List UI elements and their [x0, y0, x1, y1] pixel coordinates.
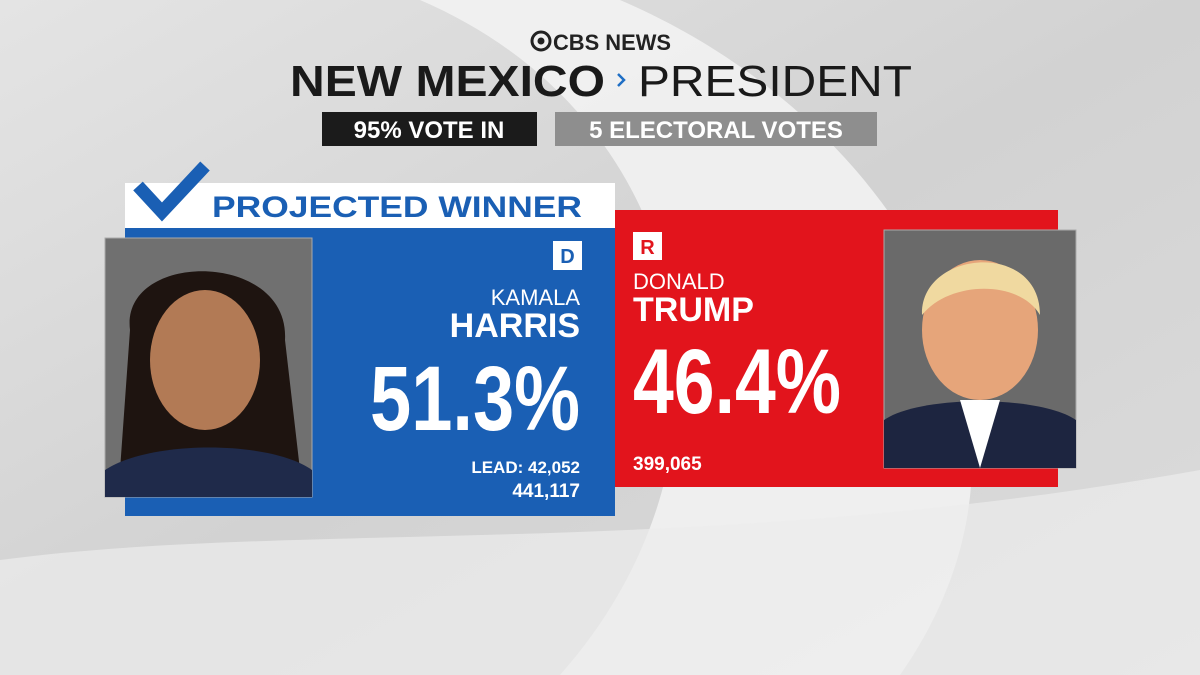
- party: R: [640, 237, 655, 259]
- harris-photo: [104, 237, 313, 498]
- reporting: 95% VOTE IN: [354, 117, 505, 144]
- party-badge: [633, 232, 662, 260]
- electoral-pill: [555, 112, 877, 146]
- last-name: HARRIS: [450, 307, 580, 345]
- votes: 399,065: [633, 454, 702, 475]
- last-name: TRUMP: [633, 291, 754, 329]
- lead: LEAD: 42,052: [471, 458, 580, 477]
- chevron: [617, 73, 626, 87]
- percent: 51.3%: [370, 348, 580, 450]
- party-badge: [553, 241, 582, 270]
- logo-eye: [530, 30, 552, 52]
- logo-eye: [537, 37, 545, 45]
- first-name: DONALD: [633, 269, 725, 294]
- percent: 46.4%: [633, 331, 841, 433]
- reporting-pill: [322, 112, 537, 146]
- race: PRESIDENT: [638, 57, 912, 106]
- electoral-votes: 5 ELECTORAL VOTES: [589, 117, 843, 144]
- votes: 441,117: [512, 481, 580, 502]
- checkmark: [133, 161, 210, 222]
- winner-banner: [125, 183, 615, 228]
- status: PROJECTED WINNER: [212, 191, 582, 224]
- first-name: KAMALA: [491, 285, 581, 310]
- network: CBS NEWS: [553, 30, 671, 55]
- swoosh: [0, 470, 1200, 675]
- party: D: [560, 246, 574, 268]
- trump-photo: [883, 229, 1077, 469]
- state: NEW MEXICO: [290, 57, 605, 106]
